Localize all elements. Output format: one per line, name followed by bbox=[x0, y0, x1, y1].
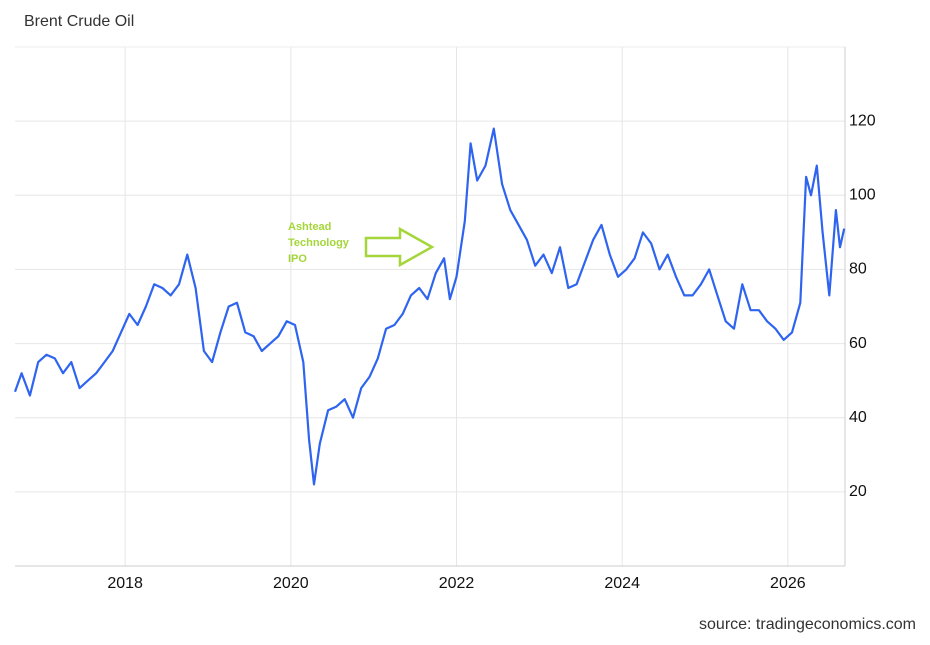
annotation-line: Ashtead bbox=[288, 221, 331, 233]
x-tick-label: 2022 bbox=[439, 575, 475, 592]
source: source: tradingeconomics.com bbox=[699, 616, 916, 633]
x-tick-label: 2018 bbox=[107, 575, 143, 592]
price-line bbox=[13, 127, 846, 486]
x-tick-label: 2026 bbox=[770, 575, 806, 592]
x-tick-label: 2020 bbox=[273, 575, 309, 592]
y-tick-label: 100 bbox=[849, 187, 876, 204]
y-tick-label: 120 bbox=[849, 112, 876, 129]
y-tick-label: 40 bbox=[849, 409, 867, 426]
chart-title: Brent Crude Oil bbox=[24, 13, 134, 30]
annotation: Ashtead Technology IPO bbox=[288, 221, 435, 268]
y-tick-label: 20 bbox=[849, 483, 867, 500]
x-tick-label: 2024 bbox=[604, 575, 640, 592]
y-tick-label: 80 bbox=[849, 261, 867, 278]
annotation-line: Technology bbox=[288, 237, 350, 249]
annotation-arrow bbox=[364, 226, 435, 268]
y-tick-label: 60 bbox=[849, 335, 867, 352]
annotation-line: IPO bbox=[288, 253, 307, 265]
